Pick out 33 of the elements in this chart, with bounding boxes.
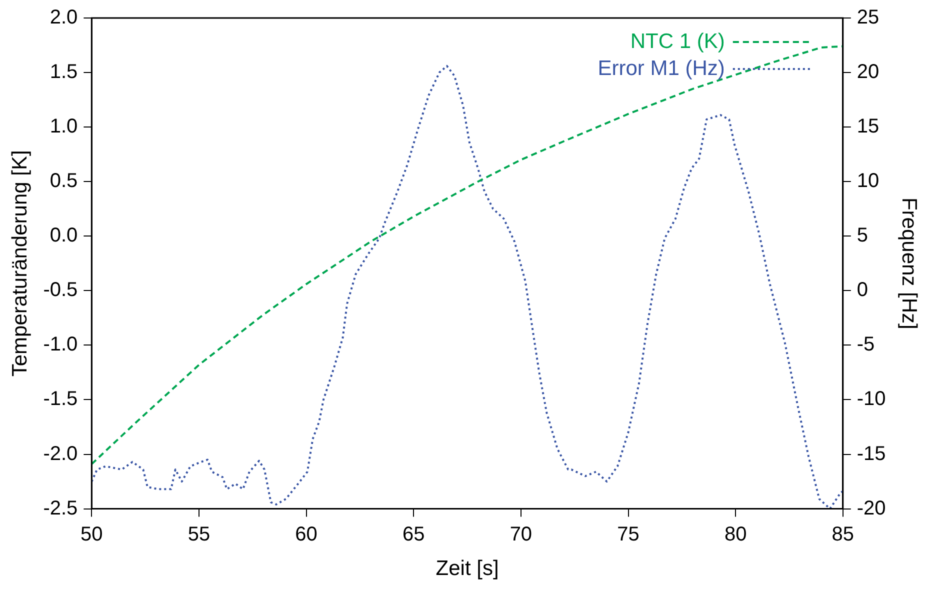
x-tick-label: 70 [510, 523, 532, 546]
y-tick-label: 2.0 [50, 6, 78, 29]
x-tick-label: 80 [724, 523, 747, 546]
y-tick-label: 0.0 [50, 224, 78, 247]
y2-tick-label: -15 [856, 442, 886, 465]
y2-tick-label: 10 [856, 170, 880, 192]
x-tick-label: 60 [295, 523, 318, 546]
y2-tick-label: 15 [856, 116, 880, 138]
x-axis-title: Zeit [s] [436, 557, 499, 580]
y2-tick-label: -10 [856, 388, 886, 410]
y-tick-label: 1.0 [50, 116, 78, 138]
x-tick-label: 85 [832, 523, 854, 546]
y2-tick-label: -20 [856, 497, 886, 520]
y-tick-label: -2.0 [43, 442, 78, 465]
y-tick-label: -1.0 [43, 334, 78, 356]
y-tick-label: -2.5 [43, 497, 78, 520]
legend-label: Error M1 (Hz) [598, 56, 725, 80]
y2-tick-label: 5 [856, 224, 868, 247]
x-tick-label: 75 [617, 523, 640, 546]
y2-tick-label: 20 [856, 61, 880, 84]
y2-tick-label: 0 [856, 279, 868, 302]
x-tick-label: 50 [80, 523, 103, 546]
y-tick-label: -0.5 [43, 279, 78, 302]
y-tick-label: -1.5 [43, 388, 78, 410]
y2-tick-label: 25 [856, 6, 880, 29]
x-tick-label: 55 [188, 523, 210, 546]
y2-tick-label: -5 [856, 334, 875, 356]
legend-label: NTC 1 (K) [630, 30, 725, 53]
x-tick-label: 65 [402, 523, 425, 546]
y-tick-label: 1.5 [50, 61, 78, 84]
y-tick-label: 0.5 [50, 170, 78, 192]
y2-axis-title: Frequenz [Hz] [898, 197, 921, 330]
y-axis-title: Temperaturänderung [K] [8, 150, 32, 377]
